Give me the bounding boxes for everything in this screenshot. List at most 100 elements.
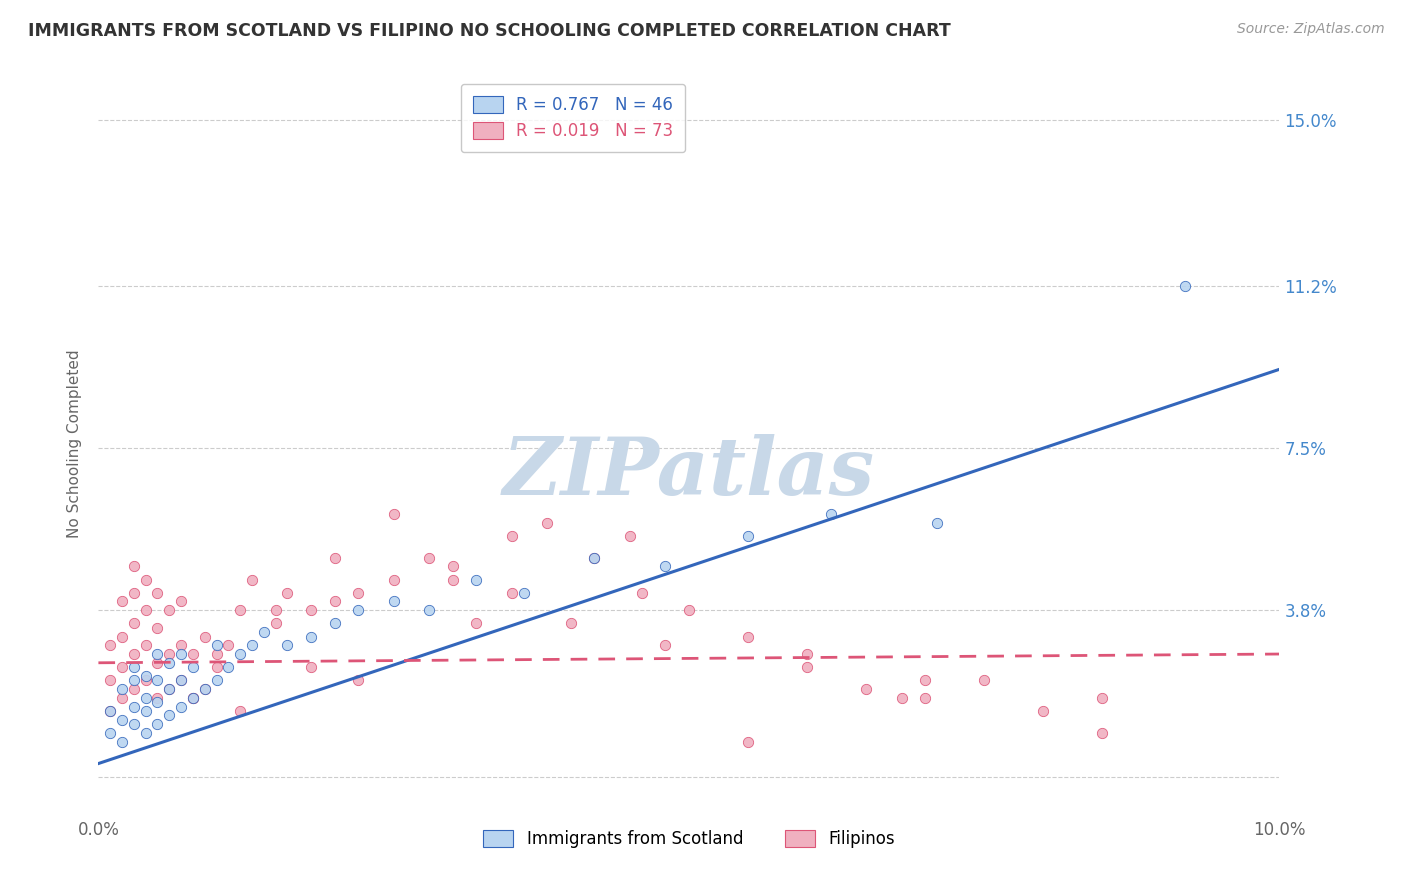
Point	[157, 708, 180, 723]
Point	[170, 647, 193, 661]
Point	[157, 603, 180, 617]
Point	[98, 673, 121, 688]
Point	[122, 616, 145, 631]
Point	[146, 647, 169, 661]
Point	[501, 585, 523, 599]
Point	[135, 573, 157, 587]
Point	[229, 647, 252, 661]
Point	[111, 594, 134, 608]
Point	[146, 695, 169, 709]
Point	[276, 638, 298, 652]
Point	[122, 717, 145, 731]
Point	[98, 638, 121, 652]
Point	[583, 550, 606, 565]
Point	[170, 594, 193, 608]
Point	[796, 660, 818, 674]
Point	[146, 585, 169, 599]
Point	[181, 647, 204, 661]
Point	[170, 638, 193, 652]
Point	[264, 603, 287, 617]
Point	[170, 673, 193, 688]
Point	[135, 673, 157, 688]
Point	[146, 673, 169, 688]
Point	[560, 616, 582, 631]
Point	[122, 699, 145, 714]
Point	[1091, 726, 1114, 740]
Point	[194, 681, 217, 696]
Point	[217, 638, 239, 652]
Point	[855, 681, 877, 696]
Point	[240, 638, 263, 652]
Point	[98, 726, 121, 740]
Point	[925, 516, 948, 530]
Point	[146, 717, 169, 731]
Text: Source: ZipAtlas.com: Source: ZipAtlas.com	[1237, 22, 1385, 37]
Point	[914, 690, 936, 705]
Point	[347, 603, 370, 617]
Point	[98, 704, 121, 718]
Point	[796, 647, 818, 661]
Point	[181, 690, 204, 705]
Point	[122, 660, 145, 674]
Point	[737, 630, 759, 644]
Point	[323, 594, 346, 608]
Point	[465, 573, 488, 587]
Point	[229, 704, 252, 718]
Point	[205, 638, 228, 652]
Point	[157, 681, 180, 696]
Point	[820, 507, 842, 521]
Point	[1032, 704, 1054, 718]
Point	[146, 656, 169, 670]
Point	[299, 660, 322, 674]
Point	[157, 647, 180, 661]
Point	[205, 647, 228, 661]
Point	[465, 616, 488, 631]
Point	[170, 699, 193, 714]
Point	[157, 681, 180, 696]
Point	[678, 603, 700, 617]
Point	[181, 660, 204, 674]
Point	[323, 616, 346, 631]
Point	[264, 616, 287, 631]
Point	[240, 573, 263, 587]
Point	[111, 630, 134, 644]
Point	[111, 660, 134, 674]
Point	[737, 734, 759, 748]
Point	[111, 734, 134, 748]
Point	[441, 559, 464, 574]
Point	[654, 559, 676, 574]
Point	[135, 690, 157, 705]
Point	[181, 690, 204, 705]
Point	[418, 550, 440, 565]
Point	[418, 603, 440, 617]
Point	[441, 573, 464, 587]
Point	[111, 713, 134, 727]
Y-axis label: No Schooling Completed: No Schooling Completed	[67, 350, 83, 538]
Point	[205, 660, 228, 674]
Point	[299, 630, 322, 644]
Point	[122, 559, 145, 574]
Point	[98, 704, 121, 718]
Point	[135, 638, 157, 652]
Point	[1091, 690, 1114, 705]
Point	[111, 690, 134, 705]
Point	[536, 516, 558, 530]
Point	[135, 704, 157, 718]
Point	[122, 585, 145, 599]
Point	[347, 585, 370, 599]
Point	[111, 681, 134, 696]
Point	[135, 726, 157, 740]
Point	[181, 690, 204, 705]
Point	[157, 656, 180, 670]
Point	[630, 585, 652, 599]
Point	[1174, 279, 1197, 293]
Legend: Immigrants from Scotland, Filipinos: Immigrants from Scotland, Filipinos	[477, 823, 901, 855]
Point	[512, 585, 534, 599]
Text: ZIPatlas: ZIPatlas	[503, 434, 875, 512]
Point	[299, 603, 322, 617]
Point	[382, 594, 405, 608]
Point	[122, 673, 145, 688]
Point	[973, 673, 995, 688]
Point	[122, 647, 145, 661]
Point	[583, 550, 606, 565]
